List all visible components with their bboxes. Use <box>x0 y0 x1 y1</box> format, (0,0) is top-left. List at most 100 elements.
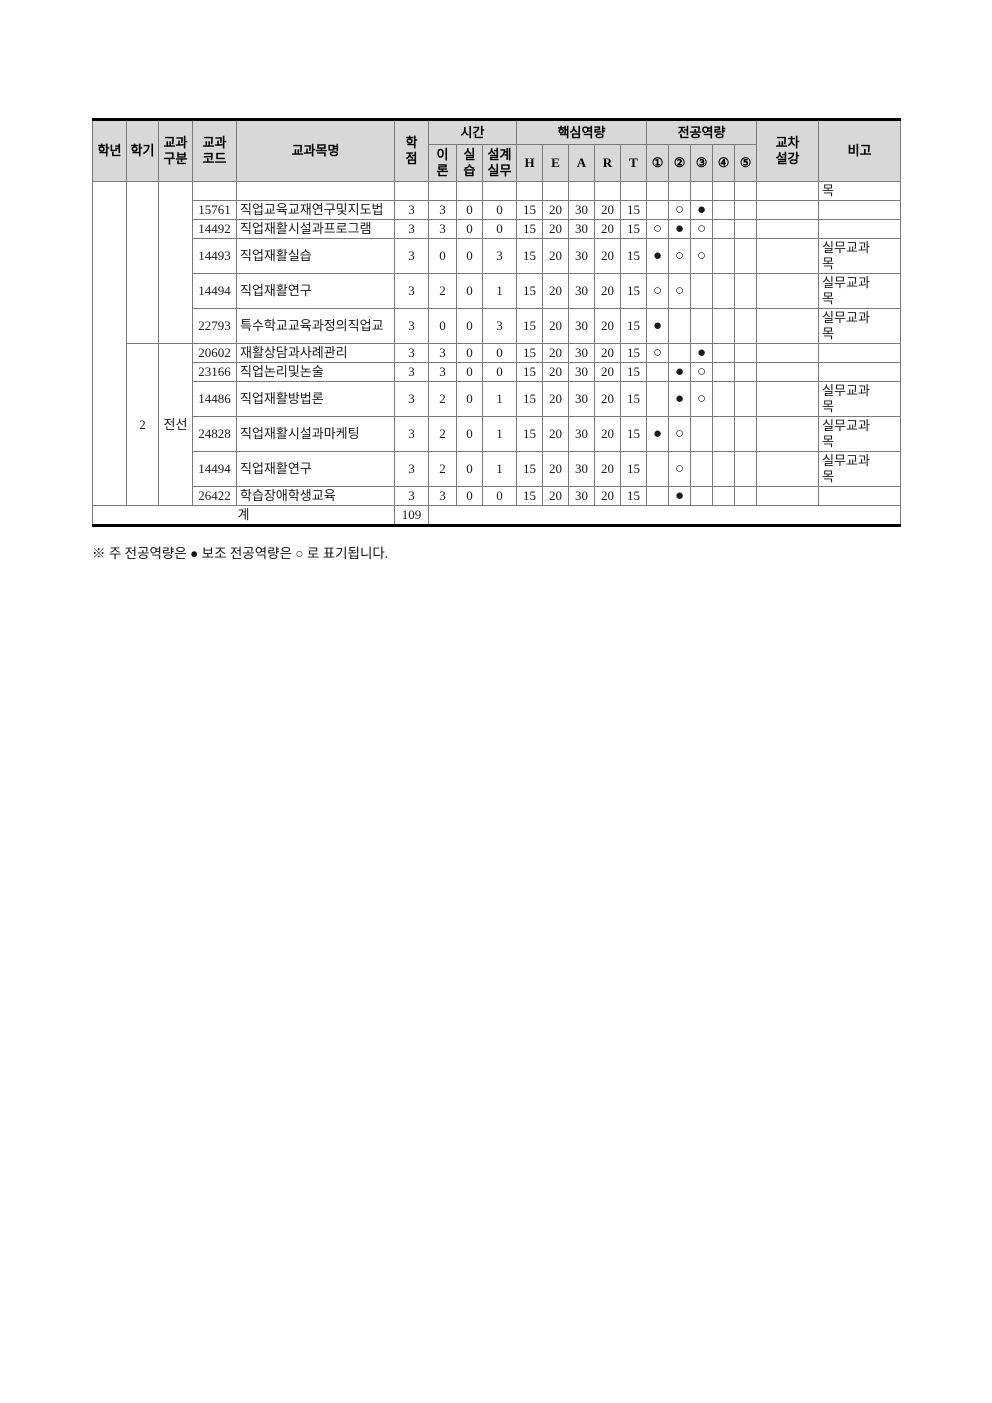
cell-practice-hours: 0 <box>456 200 483 220</box>
cell-major-1 <box>646 181 670 201</box>
cell-cross-listing <box>756 451 820 487</box>
cell-credit: 3 <box>394 416 429 452</box>
total-row: 계 109 <box>92 505 902 526</box>
cell-major-4 <box>712 486 736 506</box>
cell-major-3: ● <box>690 343 714 363</box>
cell-core-h: 15 <box>516 486 543 506</box>
cell-design-hours: 1 <box>482 381 517 417</box>
cell-credit: 3 <box>394 200 429 220</box>
cell-major-5 <box>734 308 758 344</box>
cell-core-r: 20 <box>594 381 621 417</box>
cell-design-hours: 1 <box>482 416 517 452</box>
cell-core-r: 20 <box>594 451 621 487</box>
cell-core-t: 15 <box>619 273 648 309</box>
cell-core-r: 20 <box>594 219 621 239</box>
cell-credit: 3 <box>394 219 429 239</box>
cell-major-2: ○ <box>668 200 692 220</box>
cell-core-a: 30 <box>568 219 595 239</box>
cell-course-name: 학습장애학생교육 <box>236 486 395 506</box>
cell-core-t <box>619 181 648 201</box>
cell-core-t: 15 <box>619 362 648 382</box>
table-row: 목 <box>92 181 902 506</box>
table-row: 26422 학습장애학생교육 3 3 0 0 15 20 30 20 15 ● <box>93 486 902 506</box>
cell-major-2: ○ <box>668 451 692 487</box>
cell-course-name: 직업교육교재연구및지도법 <box>236 200 395 220</box>
cell-course-name: 직업재활방법론 <box>236 381 395 417</box>
cell-course-name: 재활상담과사례관리 <box>236 343 395 363</box>
cell-major-5 <box>734 343 758 363</box>
cell-design-hours: 3 <box>482 308 517 344</box>
cell-core-r: 20 <box>594 308 621 344</box>
cell-credit: 3 <box>394 308 429 344</box>
cell-core-a: 30 <box>568 416 595 452</box>
cell-core-h: 15 <box>516 451 543 487</box>
cell-core-e: 20 <box>542 238 569 274</box>
total-label: 계 <box>92 505 395 526</box>
header-course-code: 교과 코드 <box>192 119 237 182</box>
cell-note <box>818 219 902 239</box>
cell-core-e: 20 <box>542 200 569 220</box>
cell-division: 전선 <box>158 343 193 506</box>
cell-semester <box>126 181 159 344</box>
cell-design-hours: 0 <box>482 219 517 239</box>
cell-core-h: 15 <box>516 200 543 220</box>
cell-course-name <box>236 181 395 201</box>
cell-major-3: ● <box>690 200 714 220</box>
cell-core-h: 15 <box>516 238 543 274</box>
legend-note: ※ 주 전공역량은 ● 보조 전공역량은 ○ 로 표기됩니다. <box>92 546 389 561</box>
cell-major-4 <box>712 273 736 309</box>
cell-major-3: ○ <box>690 219 714 239</box>
cell-note: 실무교과목 <box>818 381 902 417</box>
cell-core-e: 20 <box>542 219 569 239</box>
table-footer: 계 109 <box>92 505 902 526</box>
cell-note: 실무교과목 <box>818 273 902 309</box>
table-row: 24828 직업재활시설과마케팅 3 2 0 1 15 20 30 20 15 ● ○ 실무교과목 <box>93 416 902 452</box>
cell-core-t: 15 <box>619 308 648 344</box>
cell-practice-hours: 0 <box>456 451 483 487</box>
cell-core-r: 20 <box>594 362 621 382</box>
cell-course-name: 직업재활시설과마케팅 <box>236 416 395 452</box>
cell-core-a: 30 <box>568 451 595 487</box>
table-row: 14494 직업재활연구 3 2 0 1 15 20 30 20 15 ○ ○ 실무교과목 <box>93 273 902 309</box>
cell-major-1: ○ <box>646 273 670 309</box>
cell-design-hours: 0 <box>482 486 517 506</box>
cell-course-code: 14493 <box>192 238 237 274</box>
header-credit: 학 점 <box>394 119 429 182</box>
table-body: 목 15761 직업교육교재연구및지도법 3 3 0 0 15 20 30 20 15 ○ ● 14492 직… <box>92 181 902 506</box>
cell-course-code: 15761 <box>192 200 237 220</box>
cell-practice-hours: 0 <box>456 219 483 239</box>
cell-core-e: 20 <box>542 486 569 506</box>
cell-cross-listing <box>756 273 820 309</box>
cell-major-1: ○ <box>646 219 670 239</box>
cell-core-r <box>594 181 621 201</box>
cell-practice-hours: 0 <box>456 486 483 506</box>
cell-major-2: ● <box>668 362 692 382</box>
cell-major-4 <box>712 238 736 274</box>
cell-theory-hours: 0 <box>428 238 457 274</box>
header-major-1: ① <box>646 144 670 182</box>
cell-note: 목 <box>818 181 902 201</box>
cell-major-1 <box>646 451 670 487</box>
cell-course-name: 직업논리및논술 <box>236 362 395 382</box>
cell-note: 실무교과목 <box>818 451 902 487</box>
header-major-2: ② <box>668 144 692 182</box>
cell-core-a: 30 <box>568 200 595 220</box>
cell-core-a: 30 <box>568 381 595 417</box>
cell-core-e: 20 <box>542 308 569 344</box>
cell-core-h: 15 <box>516 308 543 344</box>
cell-core-t: 15 <box>619 486 648 506</box>
table-row: 14492 직업재활시설과프로그램 3 3 0 0 15 20 30 20 15 ○ ● ○ <box>93 219 902 239</box>
cell-core-a: 30 <box>568 343 595 363</box>
header-core-e: E <box>542 144 569 182</box>
cell-core-a: 30 <box>568 362 595 382</box>
cell-major-1: ● <box>646 238 670 274</box>
header-grade: 학년 <box>92 119 127 182</box>
cell-note <box>818 362 902 382</box>
curriculum-table: 학년 학기 교과 구분 교과 코드 교과목명 학 점 시간 핵심역량 전공역량 … <box>92 118 902 527</box>
cell-course-name: 특수학교교육과정의직업교 <box>236 308 395 344</box>
cell-major-5 <box>734 238 758 274</box>
cell-major-5 <box>734 200 758 220</box>
cell-core-r: 20 <box>594 200 621 220</box>
cell-major-4 <box>712 416 736 452</box>
